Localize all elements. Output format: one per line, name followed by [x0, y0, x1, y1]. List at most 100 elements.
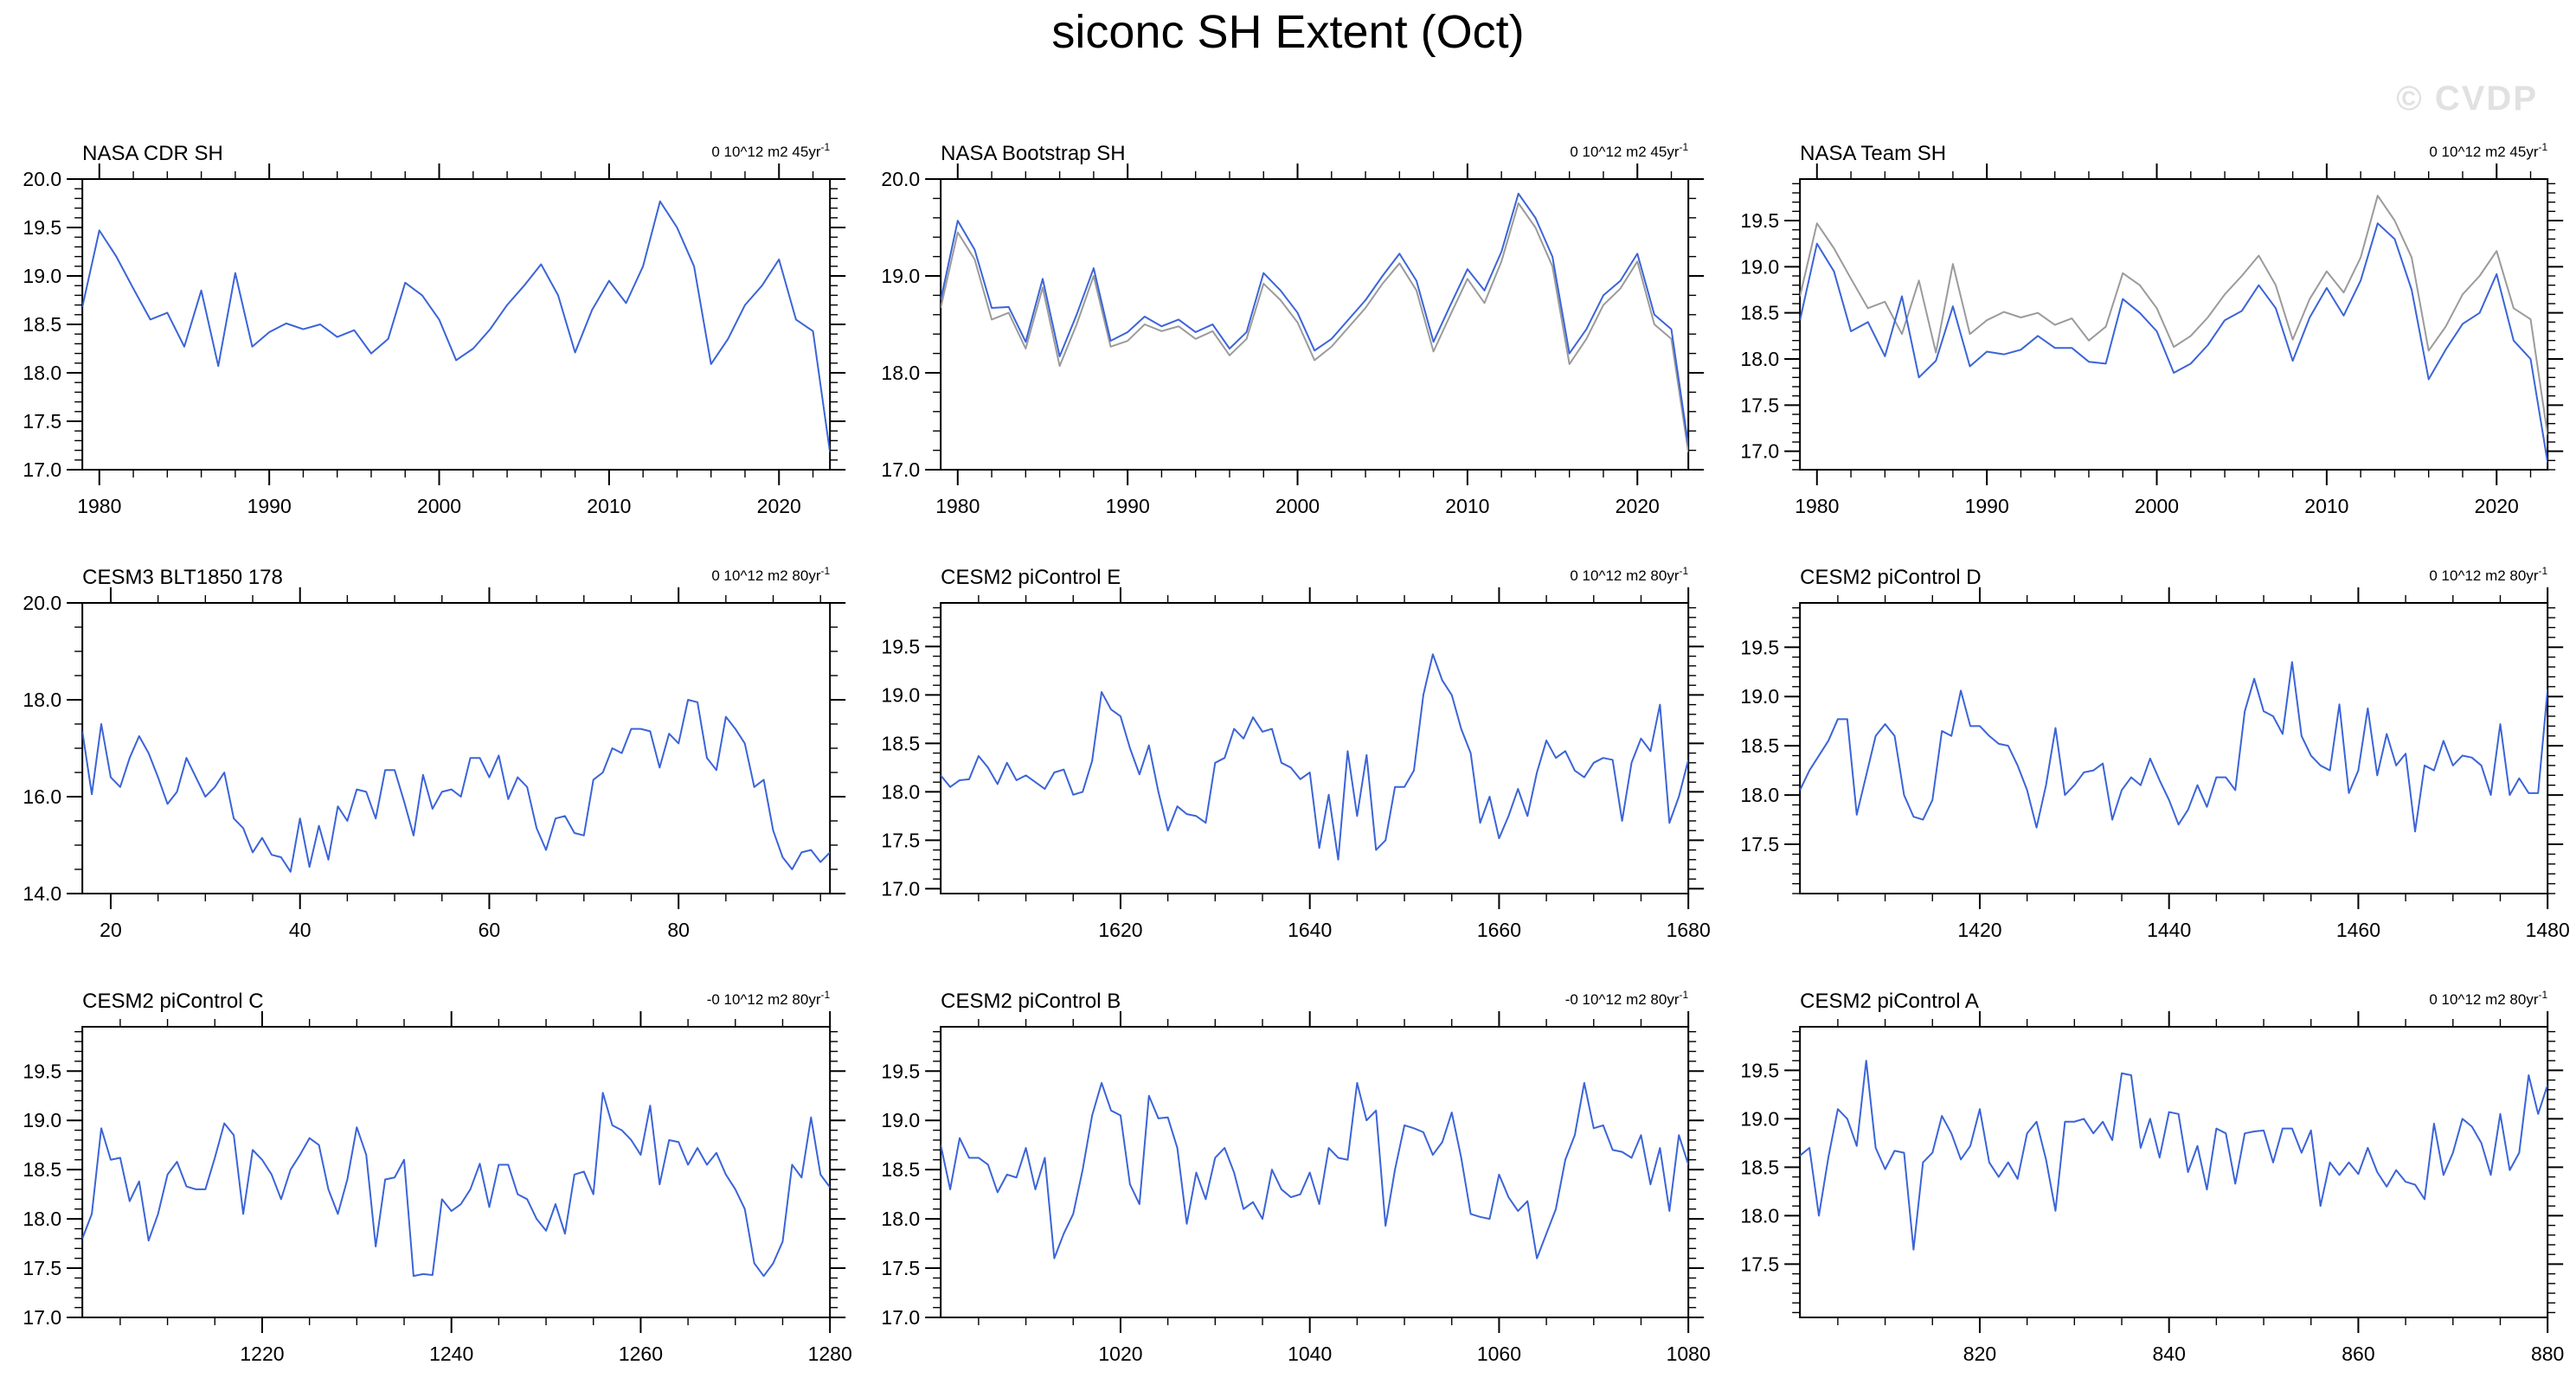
panel-annotation: 0 10^12 m2 45yr-1 — [711, 141, 830, 160]
panel-annotation: 0 10^12 m2 80yr-1 — [711, 565, 830, 584]
x-tick-label: 1420 — [1957, 919, 2001, 941]
panel-title: CESM2 piControl C — [82, 990, 263, 1013]
panel-title: CESM2 piControl D — [1800, 566, 1981, 589]
y-tick-label: 18.5 — [22, 1158, 61, 1181]
chart-panel-9: CESM2 piControl A 0 10^12 m2 80yr-1 820 840… — [1718, 973, 2576, 1397]
chart-panel-4: CESM3 BLT1850 178 0 10^12 m2 80yr-1 20 40 60… — [0, 549, 858, 973]
x-tick-label: 1660 — [1477, 919, 1521, 941]
panel-annotation: 0 10^12 m2 80yr-1 — [2429, 989, 2547, 1008]
x-tick-label: 1240 — [429, 1343, 473, 1365]
plot-box — [81, 1026, 832, 1318]
series-line-blue — [1799, 222, 2547, 463]
y-tick-label: 18.5 — [882, 732, 921, 754]
y-tick-label: 17.5 — [22, 1257, 61, 1279]
y-tick-label: 19.5 — [1740, 636, 1779, 658]
y-tick-label: 19.0 — [22, 265, 61, 287]
y-tick-label: 16.0 — [22, 785, 61, 808]
plot-box — [1798, 178, 2548, 471]
y-tick-label: 17.0 — [22, 1306, 61, 1329]
x-tick-label: 40 — [289, 919, 312, 941]
x-tick-label: 1040 — [1288, 1343, 1332, 1365]
series-line-blue — [1799, 661, 2547, 833]
chart-panel-5: CESM2 piControl E 0 10^12 m2 80yr-1 1620 16… — [858, 549, 1717, 973]
y-tick-label: 18.5 — [22, 313, 61, 336]
x-tick-label: 1080 — [1667, 1343, 1711, 1365]
chart-3: NASA Team SH 0 10^12 m2 45yr-1 1980 1990 200… — [1740, 141, 2563, 517]
plot-box — [940, 1026, 1690, 1318]
panel-title: CESM3 BLT1850 178 — [82, 566, 283, 589]
x-tick-label: 1620 — [1099, 919, 1143, 941]
panel-annotation: 0 10^12 m2 45yr-1 — [2429, 141, 2547, 160]
y-tick-label: 19.0 — [1740, 685, 1779, 708]
y-tick-label: 17.5 — [882, 829, 921, 851]
plot-box — [81, 602, 832, 894]
x-tick-label: 820 — [1963, 1343, 1995, 1365]
x-tick-label: 880 — [2531, 1343, 2564, 1365]
y-tick-label: 18.0 — [22, 362, 61, 384]
x-tick-label: 2020 — [757, 495, 801, 517]
panel-annotation: 0 10^12 m2 80yr-1 — [1571, 565, 1689, 584]
x-tick-label: 20 — [100, 919, 122, 941]
chart-4: CESM3 BLT1850 178 0 10^12 m2 80yr-1 20 40 60… — [22, 565, 846, 941]
y-tick-label: 19.5 — [22, 1060, 61, 1082]
x-tick-label: 2000 — [1275, 495, 1320, 517]
x-tick-label: 2010 — [2304, 495, 2348, 517]
y-tick-label: 17.0 — [882, 458, 921, 481]
panel-title: CESM2 piControl E — [941, 566, 1121, 589]
y-tick-label: 18.0 — [1740, 348, 1779, 370]
y-tick-label: 18.0 — [1740, 1204, 1779, 1227]
y-tick-label: 19.0 — [882, 1109, 921, 1131]
series-line-gray — [941, 202, 1689, 452]
chart-8: CESM2 piControl B -0 10^12 m2 80yr-1 1020 1… — [882, 989, 1711, 1365]
series-line-blue — [941, 192, 1689, 446]
y-tick-label: 19.0 — [882, 683, 921, 706]
y-tick-label: 19.5 — [1740, 209, 1779, 232]
x-tick-label: 860 — [2342, 1343, 2374, 1365]
chart-panel-1: NASA CDR SH 0 10^12 m2 45yr-1 1980 1990 2000… — [0, 125, 858, 549]
y-tick-label: 18.5 — [1740, 734, 1779, 757]
y-tick-label: 19.0 — [1740, 255, 1779, 278]
y-tick-label: 14.0 — [22, 882, 61, 905]
plot-box — [81, 178, 832, 471]
panel-title: NASA Bootstrap SH — [941, 142, 1125, 165]
y-tick-label: 18.0 — [22, 689, 61, 711]
plot-box — [940, 178, 1690, 471]
chart-1: NASA CDR SH 0 10^12 m2 45yr-1 1980 1990 2000… — [22, 141, 846, 517]
cvdp-watermark: © CVDP — [2396, 80, 2538, 118]
x-tick-label: 1280 — [808, 1343, 852, 1365]
plot-box — [940, 602, 1690, 894]
y-tick-label: 17.5 — [1740, 1253, 1779, 1275]
x-tick-label: 2020 — [1616, 495, 1660, 517]
panel-title: CESM2 piControl B — [941, 990, 1121, 1013]
x-tick-label: 1990 — [1106, 495, 1150, 517]
chart-panel-7: CESM2 piControl C -0 10^12 m2 80yr-1 1220 1… — [0, 973, 858, 1397]
x-tick-label: 1640 — [1288, 919, 1332, 941]
series-line-blue — [82, 1092, 831, 1278]
y-tick-label: 19.0 — [1740, 1107, 1779, 1130]
x-tick-label: 60 — [479, 919, 501, 941]
plot-box — [1798, 602, 2548, 894]
chart-panel-6: CESM2 piControl D 0 10^12 m2 80yr-1 1420 14… — [1718, 549, 2576, 973]
y-tick-label: 18.0 — [882, 1208, 921, 1230]
y-tick-label: 18.5 — [882, 1158, 921, 1181]
x-tick-label: 1260 — [619, 1343, 663, 1365]
y-tick-label: 20.0 — [882, 168, 921, 190]
x-tick-label: 2010 — [1446, 495, 1490, 517]
x-tick-label: 1220 — [240, 1343, 284, 1365]
panel-annotation: 0 10^12 m2 45yr-1 — [1571, 141, 1689, 160]
series-line-blue — [941, 653, 1689, 861]
x-tick-label: 1980 — [1795, 495, 1839, 517]
plot-box — [1798, 1026, 2548, 1318]
chart-panel-3: NASA Team SH 0 10^12 m2 45yr-1 1980 1990 200… — [1718, 125, 2576, 549]
x-tick-label: 1020 — [1099, 1343, 1143, 1365]
panel-annotation: -0 10^12 m2 80yr-1 — [707, 989, 831, 1008]
chart-panel-2: NASA Bootstrap SH 0 10^12 m2 45yr-1 1980 19… — [858, 125, 1717, 549]
y-tick-label: 19.0 — [882, 265, 921, 287]
y-tick-label: 18.0 — [1740, 784, 1779, 806]
y-tick-label: 19.0 — [22, 1109, 61, 1131]
y-tick-label: 17.0 — [882, 1306, 921, 1329]
series-line-blue — [82, 200, 831, 452]
x-tick-label: 1460 — [2336, 919, 2380, 941]
y-tick-label: 18.5 — [1740, 302, 1779, 324]
x-tick-label: 2020 — [2474, 495, 2518, 517]
